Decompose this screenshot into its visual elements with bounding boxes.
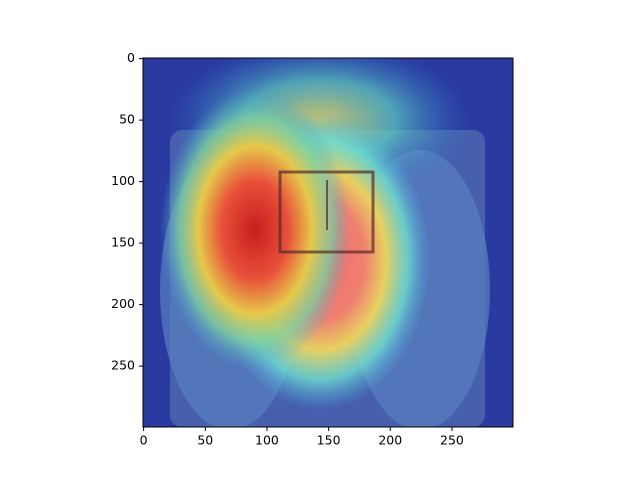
x-tick-label: 0 <box>140 433 148 448</box>
x-tick-label: 200 <box>378 433 402 448</box>
x-tick-label: 150 <box>317 433 341 448</box>
heatmap-image <box>143 58 513 427</box>
y-tick-label: 250 <box>111 358 135 373</box>
x-tick-label: 50 <box>197 433 213 448</box>
y-tick-label: 100 <box>111 173 135 188</box>
y-tick-label: 150 <box>111 235 135 250</box>
axes-frame <box>142 57 514 428</box>
y-tick-label: 50 <box>119 112 135 127</box>
y-tick-label: 200 <box>111 296 135 311</box>
x-tick-label: 100 <box>255 433 279 448</box>
x-tick-label: 250 <box>440 433 464 448</box>
y-tick-label: 0 <box>127 50 135 65</box>
